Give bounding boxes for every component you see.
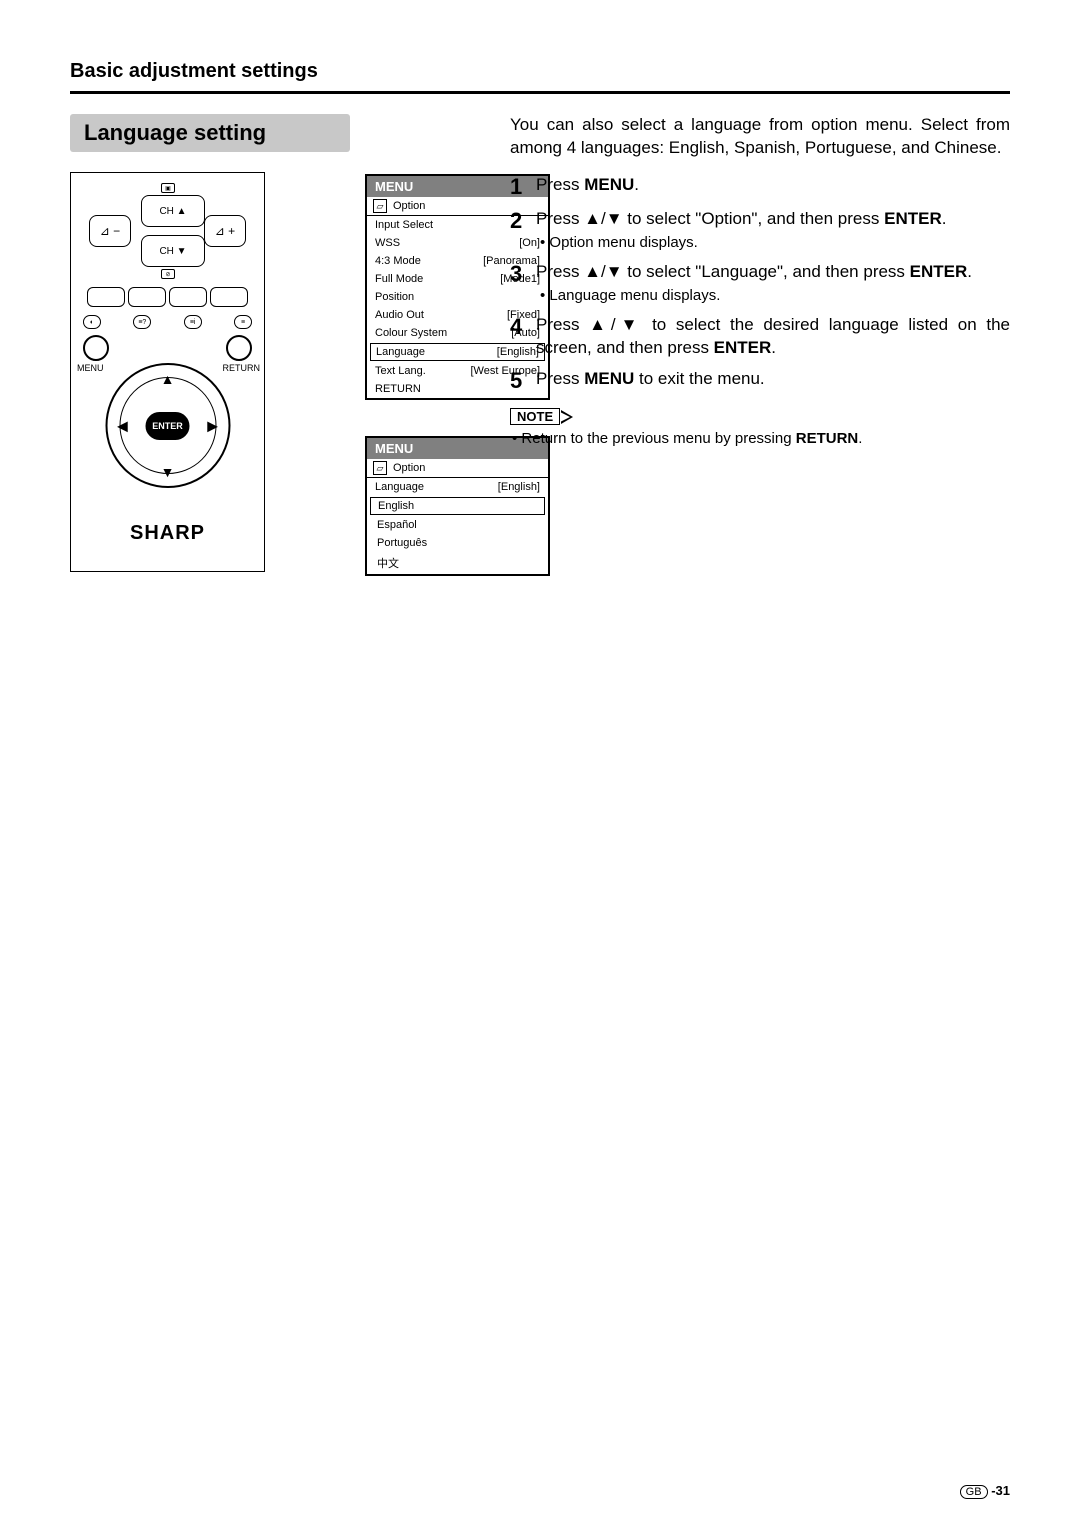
step-3: 3 Press ▲/▼ to select "Language", and th… [510, 261, 1010, 306]
step-2-sub: • Option menu displays. [536, 233, 1010, 253]
menu2-lang-label: Language [375, 481, 424, 493]
menu2-option-label: Option [393, 462, 425, 474]
intro-text: You can also select a language from opti… [510, 114, 1010, 160]
step-1-num: 1 [510, 174, 536, 200]
nav-wheel: ▲ ▼ ◀ ▶ ENTER [105, 363, 230, 488]
step-5-body: Press MENU to exit the menu. [536, 368, 1010, 391]
button-row [87, 287, 248, 307]
page-number: -31 [991, 1483, 1010, 1498]
step-4-body: Press ▲/▼ to select the desired language… [536, 314, 1010, 360]
section-title: Basic adjustment settings [70, 60, 1010, 83]
menu1-option-label: Option [393, 200, 425, 212]
circ-icon-3: ≡i [184, 315, 202, 329]
step-2-body: Press ▲/▼ to select "Option", and then p… [536, 208, 1010, 253]
circ-icon-2: ≡? [133, 315, 151, 329]
step-1-body: Press MENU. [536, 174, 1010, 197]
icon-row: ◐ ≡? ≡i ≡ [83, 315, 252, 329]
right-column: You can also select a language from opti… [510, 114, 1010, 576]
circ-icon-4: ≡ [234, 315, 252, 329]
sharp-logo: SHARP [130, 522, 205, 545]
small-button-4 [210, 287, 248, 307]
enter-button: ENTER [146, 412, 190, 440]
return-button [226, 335, 252, 361]
content-columns: Language setting ▣ CH ▲ ⊿ − ⊿ + CH ▼ ⊘ [70, 114, 1010, 576]
step-3-num: 3 [510, 261, 536, 287]
language-banner: Language setting [70, 114, 350, 152]
ch-up-button: CH ▲ [141, 195, 205, 227]
step-2-num: 2 [510, 208, 536, 234]
vol-down-button: ⊿ − [89, 215, 131, 247]
left-column: Language setting ▣ CH ▲ ⊿ − ⊿ + CH ▼ ⊘ [70, 114, 490, 576]
gb-badge: GB [960, 1485, 988, 1499]
ch-down-button: CH ▼ [141, 235, 205, 267]
step-5: 5 Press MENU to exit the menu. [510, 368, 1010, 394]
vol-up-button: ⊿ + [204, 215, 246, 247]
arrow-up-icon: ▲ [161, 371, 175, 387]
step-4: 4 Press ▲/▼ to select the desired langua… [510, 314, 1010, 360]
menu-button [83, 335, 109, 361]
small-button-3 [169, 287, 207, 307]
step-3-sub: • Language menu displays. [536, 286, 1010, 306]
tv-icon: ▣ [161, 183, 175, 193]
step-3-body: Press ▲/▼ to select "Language", and then… [536, 261, 1010, 306]
note-label: NOTE [510, 408, 560, 425]
menu-label: MENU [77, 363, 104, 373]
small-button-1 [87, 287, 125, 307]
page-footer: GB -31 [960, 1483, 1010, 1498]
small-button-2 [128, 287, 166, 307]
arrow-down-icon: ▼ [161, 464, 175, 480]
mute-icon: ⊘ [161, 269, 175, 279]
step-5-num: 5 [510, 368, 536, 394]
step-2: 2 Press ▲/▼ to select "Option", and then… [510, 208, 1010, 253]
arrow-right-icon: ▶ [207, 417, 218, 434]
left-stack: Language setting ▣ CH ▲ ⊿ − ⊿ + CH ▼ ⊘ [70, 114, 350, 576]
step-1: 1 Press MENU. [510, 174, 1010, 200]
divider [70, 91, 1010, 94]
arrow-left-icon: ◀ [117, 417, 128, 434]
remote-illustration: ▣ CH ▲ ⊿ − ⊿ + CH ▼ ⊘ ◐ ≡? ≡i [70, 172, 265, 572]
option-icon: ▱ [373, 461, 387, 475]
step-4-num: 4 [510, 314, 536, 340]
note-box: NOTE • Return to the previous menu by pr… [510, 408, 1010, 447]
note-text: • Return to the previous menu by pressin… [510, 430, 1010, 447]
option-icon: ▱ [373, 199, 387, 213]
circ-icon-1: ◐ [83, 315, 101, 329]
